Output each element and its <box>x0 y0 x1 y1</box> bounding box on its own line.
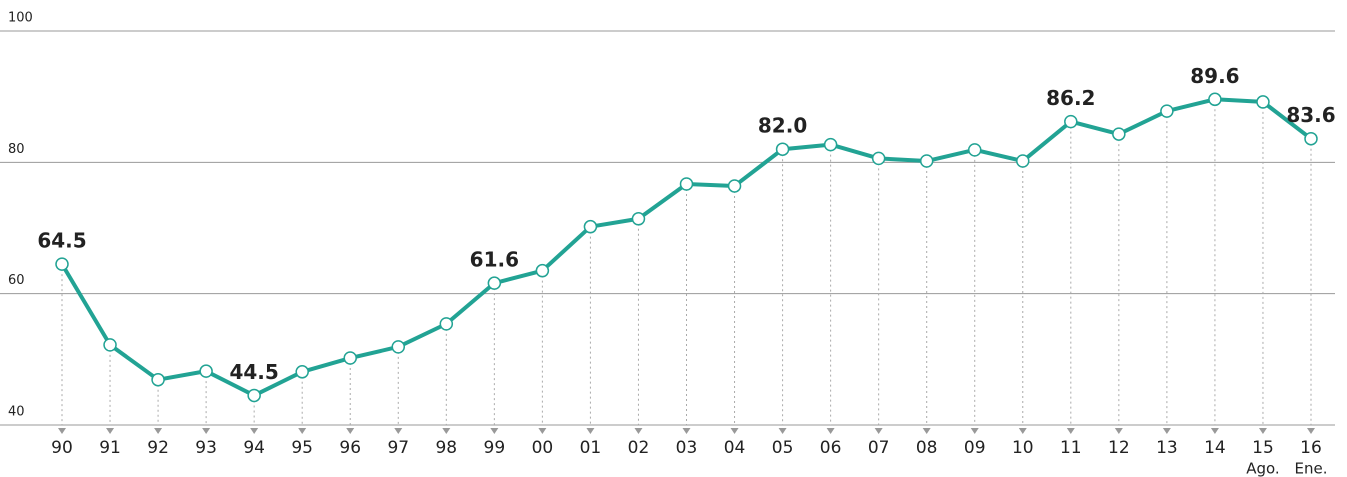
x-tick <box>1114 428 1123 434</box>
x-tick-label: 00 <box>532 438 554 458</box>
x-tick-label: 02 <box>628 438 650 458</box>
x-tick-label: 09 <box>964 438 986 458</box>
marker <box>919 154 934 168</box>
marker <box>55 257 69 271</box>
x-tick-label: 94 <box>243 438 265 458</box>
x-tick <box>58 428 66 434</box>
x-tick-label: 13 <box>1156 438 1178 458</box>
x-tick-label: 90 <box>51 438 73 458</box>
data-label: 83.6 <box>1286 103 1335 127</box>
x-tick <box>250 428 259 434</box>
marker <box>391 340 406 354</box>
x-tick-label: 97 <box>387 438 409 458</box>
marker <box>1304 131 1318 146</box>
x-tick <box>154 428 163 434</box>
x-tick <box>1066 428 1075 434</box>
x-tick-label: 04 <box>724 438 746 458</box>
marker <box>1064 114 1078 129</box>
data-label: 82.0 <box>758 114 807 138</box>
marker <box>823 137 838 152</box>
marker <box>247 388 261 403</box>
x-tick <box>730 428 739 434</box>
x-tick <box>538 428 547 434</box>
y-tick-label: 40 <box>8 405 25 420</box>
marker <box>631 212 646 226</box>
x-tick <box>634 428 643 434</box>
x-tick-label: 12 <box>1108 438 1130 458</box>
x-tick-label: 10 <box>1012 438 1034 458</box>
marker <box>967 143 982 157</box>
x-tick-label: 92 <box>147 438 169 458</box>
x-tick-label: 96 <box>339 438 361 458</box>
y-tick-label: 80 <box>8 142 25 157</box>
marker <box>151 372 165 387</box>
x-tick-label: 08 <box>916 438 938 458</box>
marker <box>775 142 790 156</box>
x-tick <box>586 428 595 434</box>
x-tick <box>1210 428 1219 434</box>
x-tick <box>826 428 835 434</box>
x-tick <box>682 428 691 434</box>
x-tick <box>106 428 115 434</box>
marker <box>103 338 117 352</box>
x-tick <box>490 428 499 434</box>
x-tick-label: 14 <box>1204 438 1226 458</box>
x-tick-label: 07 <box>868 438 890 458</box>
marker <box>1208 92 1222 107</box>
x-tick-label: 91 <box>99 438 121 458</box>
marker <box>1112 127 1126 141</box>
x-tick-label: 93 <box>195 438 217 458</box>
marker <box>1160 104 1174 118</box>
x-tick-label: 16 <box>1300 438 1322 458</box>
x-tick-label: 11 <box>1060 438 1082 458</box>
x-tick <box>778 428 787 434</box>
x-tick <box>1018 428 1027 434</box>
marker <box>871 151 886 166</box>
y-tick-label: 100 <box>8 11 33 26</box>
marker <box>199 364 213 378</box>
x-tick-label: 03 <box>676 438 698 458</box>
x-tick <box>1162 428 1171 434</box>
data-label: 89.6 <box>1190 64 1239 88</box>
marker <box>343 351 357 365</box>
x-tick <box>394 428 403 434</box>
data-label: 86.2 <box>1046 86 1095 110</box>
x-tick <box>346 428 355 434</box>
marker <box>535 263 550 278</box>
data-label: 61.6 <box>470 248 519 272</box>
marker <box>679 177 694 191</box>
x-tick-label: 15 <box>1252 438 1274 458</box>
x-sublabel: Ago. <box>1246 460 1279 477</box>
x-tick <box>1258 428 1267 434</box>
x-tick-label: 05 <box>772 438 794 458</box>
data-label: 64.5 <box>37 229 86 253</box>
x-sublabel: Ene. <box>1295 460 1328 477</box>
x-tick <box>970 428 979 434</box>
x-tick <box>1307 428 1315 434</box>
y-tick-label: 60 <box>8 273 25 288</box>
x-tick <box>202 428 211 434</box>
x-tick-label: 98 <box>435 438 457 458</box>
data-label: 44.5 <box>229 360 278 384</box>
marker <box>1016 154 1030 168</box>
x-tick <box>922 428 931 434</box>
marker <box>439 317 454 331</box>
x-tick <box>874 428 883 434</box>
marker <box>583 219 598 234</box>
x-tick-label: 01 <box>580 438 602 458</box>
marker <box>727 179 742 193</box>
x-tick <box>442 428 451 434</box>
x-tick <box>298 428 307 434</box>
marker <box>1256 95 1270 109</box>
x-tick-label: 99 <box>484 438 506 458</box>
marker <box>295 365 309 379</box>
x-tick-label: 95 <box>291 438 313 458</box>
line <box>60 97 1313 398</box>
x-tick-label: 06 <box>820 438 842 458</box>
marker <box>487 276 502 290</box>
